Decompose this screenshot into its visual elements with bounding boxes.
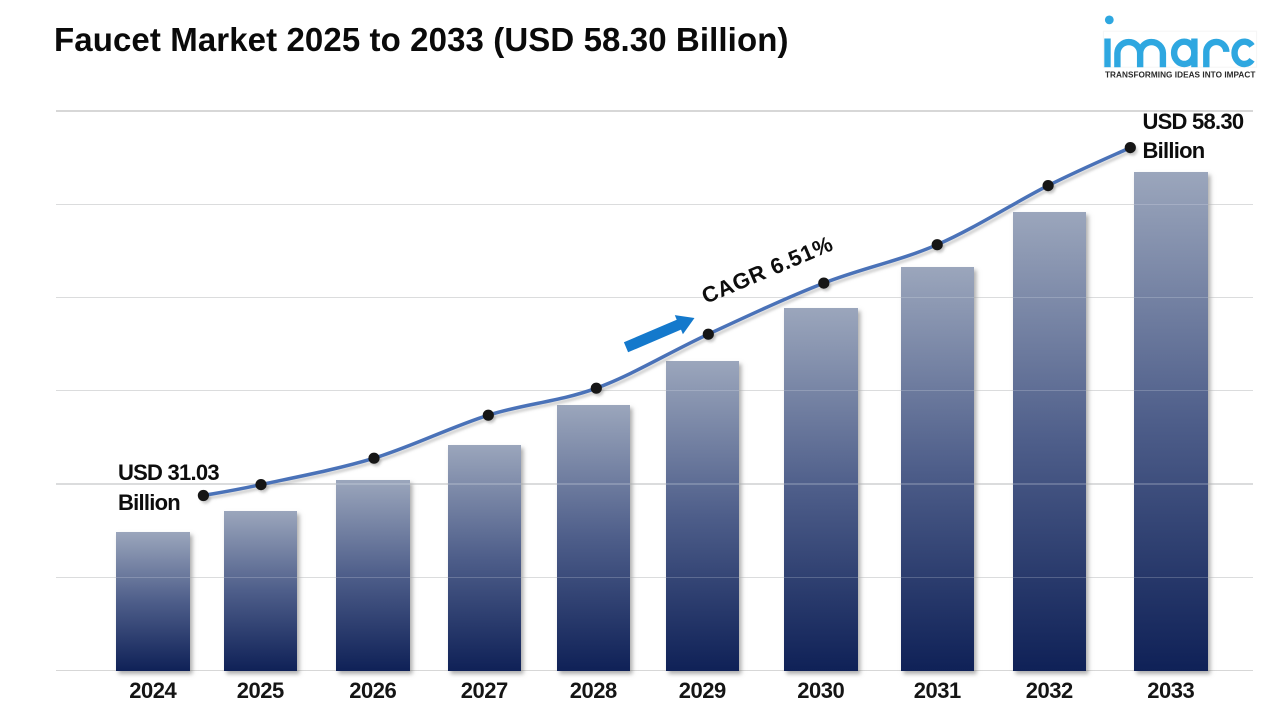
svg-text:TRANSFORMING IDEAS INTO IMPACT: TRANSFORMING IDEAS INTO IMPACT <box>1105 71 1255 80</box>
